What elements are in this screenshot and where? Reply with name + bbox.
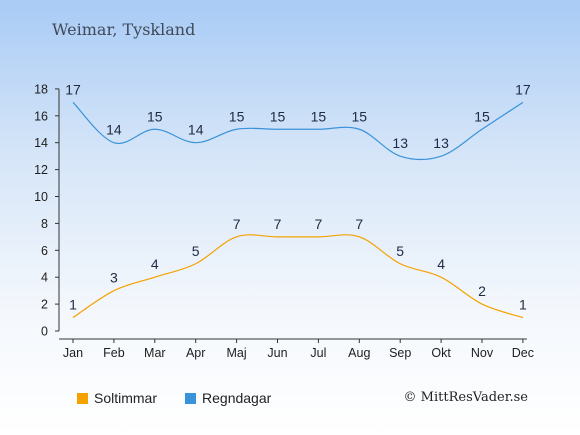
data-label-regndagar: 15 xyxy=(311,108,327,124)
data-label-soltimmar: 1 xyxy=(519,297,527,313)
data-label-soltimmar: 2 xyxy=(478,283,486,299)
x-tick-label: Aug xyxy=(348,346,370,360)
data-label-regndagar: 17 xyxy=(515,81,531,97)
data-label-soltimmar: 4 xyxy=(151,256,159,272)
y-tick-label: 10 xyxy=(34,190,48,204)
data-label-soltimmar: 4 xyxy=(437,256,445,272)
legend-swatch-sun xyxy=(77,392,88,404)
legend-swatch-rain xyxy=(185,392,197,404)
data-label-regndagar: 14 xyxy=(106,122,122,138)
y-tick-label: 8 xyxy=(41,217,48,231)
data-label-regndagar: 15 xyxy=(474,108,490,124)
credit-text: © MittResVader.se xyxy=(403,390,528,405)
legend-item-rain: Regndagar xyxy=(185,390,271,406)
data-label-soltimmar: 3 xyxy=(110,270,118,286)
data-label-regndagar: 14 xyxy=(188,122,204,138)
legend-label-sun: Soltimmar xyxy=(94,390,158,406)
y-tick-label: 0 xyxy=(41,325,48,339)
y-tick-label: 12 xyxy=(34,163,48,177)
x-tick-label: Okt xyxy=(431,346,451,360)
data-label-soltimmar: 7 xyxy=(274,216,282,232)
y-tick-label: 6 xyxy=(41,244,48,258)
data-label-regndagar: 13 xyxy=(392,135,408,151)
chart-title: Weimar, Tyskland xyxy=(52,20,196,39)
data-label-soltimmar: 7 xyxy=(315,216,323,232)
data-label-regndagar: 13 xyxy=(433,135,449,151)
data-label-soltimmar: 1 xyxy=(69,297,77,313)
x-tick-label: Jan xyxy=(63,346,83,360)
x-tick-label: Sep xyxy=(389,346,411,360)
x-tick-label: Feb xyxy=(103,346,125,360)
x-tick-label: Nov xyxy=(471,346,494,360)
x-tick-label: Mar xyxy=(144,346,166,360)
y-tick-label: 18 xyxy=(34,82,48,96)
y-tick-label: 4 xyxy=(41,271,48,285)
series-line-regndagar xyxy=(72,101,524,161)
data-label-soltimmar: 7 xyxy=(233,216,241,232)
chart-legend: Soltimmar Regndagar xyxy=(77,390,299,406)
x-tick-label: Jun xyxy=(267,346,287,360)
legend-label-rain: Regndagar xyxy=(202,390,272,406)
data-label-soltimmar: 5 xyxy=(396,243,404,259)
series-line-soltimmar xyxy=(72,234,524,319)
y-tick-label: 16 xyxy=(34,109,48,123)
y-tick-label: 14 xyxy=(34,136,48,150)
data-label-soltimmar: 5 xyxy=(192,243,200,259)
data-label-regndagar: 15 xyxy=(147,108,163,124)
x-tick-label: Dec xyxy=(512,346,534,360)
x-tick-label: Jul xyxy=(310,346,326,360)
data-label-regndagar: 15 xyxy=(229,108,245,124)
chart-lines xyxy=(72,101,524,319)
x-tick-label: Maj xyxy=(227,346,247,360)
data-label-regndagar: 15 xyxy=(270,108,286,124)
data-label-regndagar: 17 xyxy=(65,81,81,97)
legend-item-sun: Soltimmar xyxy=(77,390,157,406)
data-label-soltimmar: 7 xyxy=(355,216,363,232)
x-tick-label: Apr xyxy=(186,346,205,360)
y-tick-label: 2 xyxy=(41,298,48,312)
data-label-regndagar: 15 xyxy=(352,108,368,124)
